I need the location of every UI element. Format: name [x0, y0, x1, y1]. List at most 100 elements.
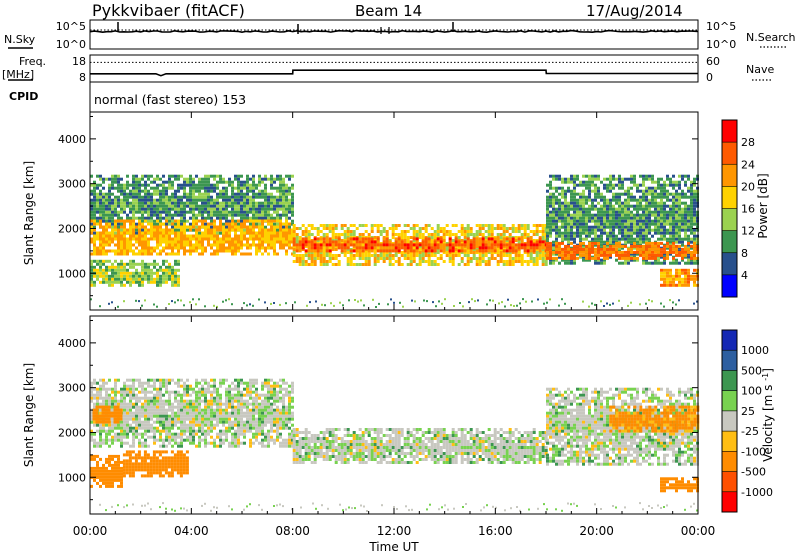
echo-cell-region-5 [576, 177, 579, 181]
echo-cell-region-3 [421, 254, 425, 257]
echo-cell-region-0 [129, 189, 132, 193]
echo-cell-region-1 [264, 249, 267, 253]
echo-cell-region-3 [382, 227, 386, 230]
echo-cell-region-5 [567, 189, 570, 193]
echo-cell-region-5 [609, 183, 612, 187]
echo-cell-region-1 [234, 246, 237, 250]
echo-cell-region-0 [93, 402, 96, 406]
echo-cell-region-4 [538, 237, 542, 241]
echo-cell-region-5 [627, 216, 630, 220]
echo-cell-region-0 [156, 207, 159, 211]
echo-cell-region-0 [273, 210, 276, 214]
echo-cell-region-6 [585, 244, 588, 248]
echo-cell-region-0 [258, 201, 261, 205]
echo-cell-region-0 [153, 210, 156, 214]
echo-cell-region-0 [141, 201, 144, 205]
echo-cell-region-0 [108, 198, 111, 202]
echo-cell-region-1 [273, 225, 276, 229]
echo-cell-region-0 [204, 192, 207, 196]
echo-cell-region-4 [403, 249, 407, 253]
echo-cell-region-1 [228, 240, 231, 244]
echo-cell-region-4 [502, 237, 506, 241]
echo-cell-region-5 [573, 201, 576, 205]
echo-cell-region-0 [270, 180, 273, 184]
echo-cell-region-2 [96, 268, 99, 272]
echo-cell-region-0 [261, 189, 264, 193]
echo-cell-region-5 [621, 201, 624, 205]
echo-cell-region-0 [273, 195, 276, 199]
echo-cell-region-5 [636, 225, 639, 229]
ytick-label: 4000 [58, 133, 86, 146]
echo-cell-region-5 [684, 234, 687, 238]
echo-cell-region-3 [427, 257, 431, 260]
echo-cell-region-5 [603, 231, 606, 235]
echo-cell-region-0 [243, 201, 246, 205]
echo-cell-region-5 [546, 216, 549, 220]
ground-scatter-cell [393, 301, 395, 304]
echo-cell-region-1 [141, 246, 144, 250]
ground-scatter-cell [90, 298, 92, 301]
echo-cell-region-5 [690, 207, 693, 211]
echo-cell-region-4 [421, 243, 425, 247]
echo-cell-region-1 [273, 252, 276, 256]
ground-scatter-cell [558, 304, 560, 307]
echo-cell-region-4 [499, 240, 503, 244]
echo-cell-region-6 [582, 241, 585, 245]
echo-cell-region-0 [210, 219, 213, 223]
echo-cell-region-6 [684, 250, 687, 254]
echo-cell-region-0 [108, 210, 111, 214]
echo-cell-region-5 [615, 207, 618, 211]
echo-cell-region-3 [517, 230, 521, 233]
echo-cell-region-0 [237, 201, 240, 205]
echo-cell-region-0 [234, 186, 237, 190]
echo-cell-region-4 [508, 237, 512, 241]
echo-cell-region-0 [264, 177, 267, 181]
echo-cell-region-0 [249, 201, 252, 205]
echo-cell-region-0 [207, 186, 210, 190]
echo-cell-region-4 [424, 237, 428, 241]
echo-cell-region-3 [457, 230, 461, 233]
echo-cell-region-1 [102, 249, 105, 253]
echo-cell-region-5 [675, 207, 678, 211]
echo-cell-region-5 [612, 192, 615, 196]
echo-cell-region-1 [183, 234, 186, 238]
echo-cell-region-0 [90, 438, 93, 442]
echo-cell-region-4 [514, 249, 518, 253]
echo-cell-region-6 [639, 244, 642, 248]
echo-cell-region-5 [564, 219, 567, 223]
echo-cell-region-0 [111, 438, 114, 442]
echo-cell-region-4 [427, 240, 431, 244]
echo-cell-region-5 [687, 186, 690, 190]
echo-cell-region-0 [96, 390, 99, 394]
echo-cell-region-3 [457, 251, 461, 254]
freq-tick-bottom: 8 [79, 71, 86, 84]
echo-cell-region-5 [693, 204, 696, 208]
echo-cell-region-4 [310, 249, 314, 253]
echo-cell-region-1 [270, 228, 273, 232]
echo-cell-region-5 [687, 252, 690, 256]
echo-cell-region-5 [681, 237, 684, 241]
echo-cell-region-0 [216, 210, 219, 214]
echo-cell-region-5 [627, 201, 630, 205]
echo-cell-region-5 [582, 189, 585, 193]
echo-cell-region-5 [651, 198, 654, 202]
echo-cell-region-1 [177, 249, 180, 253]
echo-cell-region-1 [270, 219, 273, 223]
echo-cell-region-0 [90, 387, 93, 391]
echo-cell-region-2 [147, 280, 150, 284]
echo-cell-region-3 [535, 248, 539, 251]
echo-cell-region-5 [588, 198, 591, 202]
echo-cell-region-3 [499, 233, 503, 236]
echo-cell-region-0 [156, 210, 159, 214]
echo-cell-region-3 [298, 257, 302, 260]
echo-cell-region-1 [165, 234, 168, 238]
echo-cell-region-4 [535, 243, 539, 247]
echo-cell-region-5 [684, 222, 687, 226]
ground-scatter-cell [600, 300, 602, 303]
echo-cell-region-5 [636, 234, 639, 238]
echo-cell-region-0 [252, 201, 255, 205]
echo-cell-region-5 [660, 225, 663, 229]
echo-cell-region-4 [448, 240, 452, 244]
echo-cell-region-3 [496, 245, 500, 248]
